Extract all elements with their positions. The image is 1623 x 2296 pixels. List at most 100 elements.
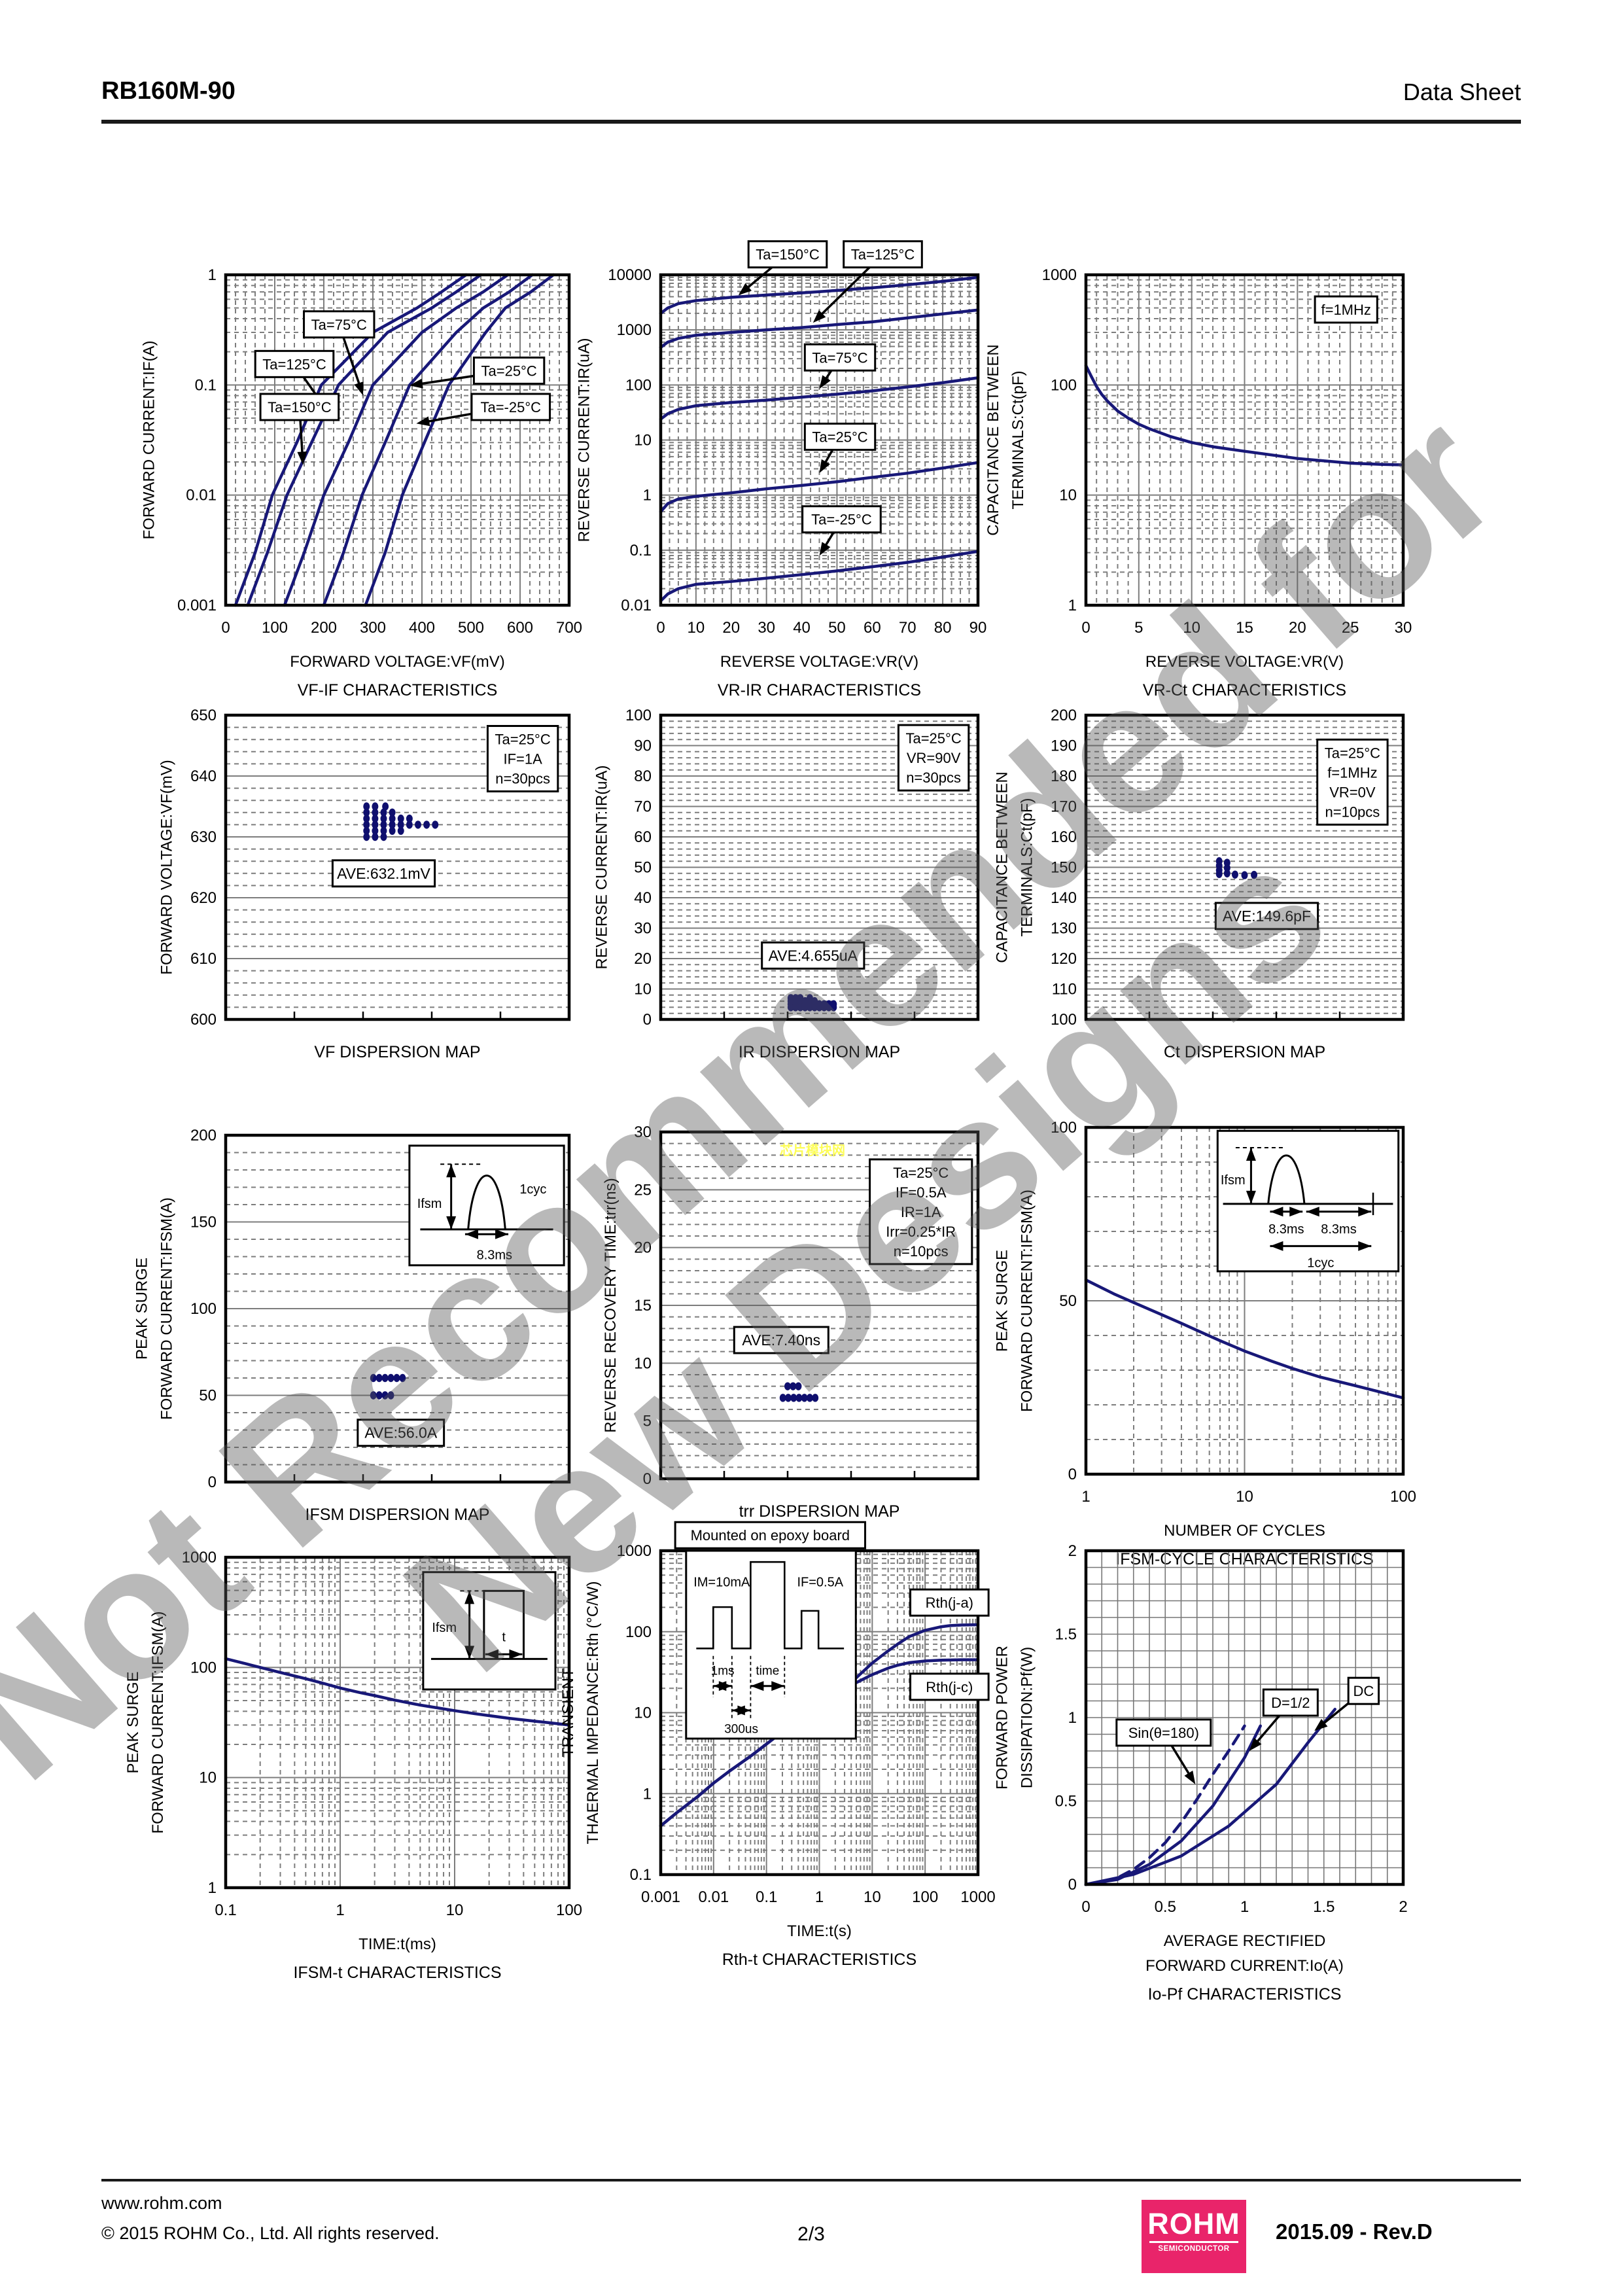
svg-text:180: 180 (1051, 768, 1077, 785)
svg-text:10: 10 (634, 981, 652, 998)
svg-text:Ta=25°C: Ta=25°C (481, 362, 537, 379)
chart-trr-disp: 0 5 10 15 20 25 30 REVERSE RECOVERY TIME:trr(ns… (510, 1073, 1024, 1652)
svg-text:10: 10 (634, 432, 652, 450)
annotation-box: AVE:149.6pF (1214, 902, 1319, 930)
grid (226, 275, 569, 605)
axis-titles: FORWARD CURRENT:IF(A) FORWARD VOLTAGE:VF(… (141, 341, 505, 699)
svg-text:30: 30 (634, 920, 652, 938)
svg-text:0.01: 0.01 (621, 597, 652, 614)
svg-text:FORWARD VOLTAGE:VF(mV): FORWARD VOLTAGE:VF(mV) (158, 760, 176, 974)
svg-text:50: 50 (634, 859, 652, 877)
svg-text:50: 50 (199, 1387, 217, 1405)
chart-rth-t: 0.001 0.01 0.1 1 10 100 1000 0.1 1 10 100 1000 TRANS… (510, 1492, 1024, 2048)
annotation-box: Ta=75°C (303, 310, 375, 396)
svg-text:VR-IR CHARACTERISTICS: VR-IR CHARACTERISTICS (718, 681, 921, 699)
svg-text:10: 10 (688, 619, 705, 637)
plot-border (224, 273, 571, 607)
svg-text:FORWARD CURRENT:IFSM(A): FORWARD CURRENT:IFSM(A) (158, 1197, 176, 1420)
svg-text:15: 15 (1236, 619, 1253, 637)
svg-text:700: 700 (556, 619, 582, 637)
svg-text:500: 500 (458, 619, 484, 637)
svg-text:110: 110 (1052, 981, 1077, 998)
svg-text:0: 0 (656, 619, 665, 637)
svg-text:90: 90 (969, 619, 987, 637)
chart-ifsm-disp: 0 50 100 150 200 PEAK SURGE FORWARD CURRENT:IF… (75, 1076, 615, 1655)
grid (1086, 1127, 1403, 1474)
svg-text:30: 30 (758, 619, 775, 637)
annotation-box: Ta=25°C (803, 422, 877, 473)
annotation-box: AVE:632.1mV (331, 859, 436, 888)
svg-text:2: 2 (1399, 1898, 1407, 1916)
svg-text:100: 100 (262, 619, 288, 637)
grid (661, 275, 978, 605)
svg-text:600: 600 (190, 1011, 217, 1029)
tick-labels: 0.1 1 10 100 1 10 100 1000 (182, 1549, 582, 1919)
svg-text:FORWARD CURRENT:IF(A): FORWARD CURRENT:IF(A) (141, 341, 158, 540)
waveform-inset: Ifsm t (422, 1571, 557, 1691)
svg-text:FORWARD POWER: FORWARD POWER (994, 1646, 1011, 1790)
svg-text:1ms: 1ms (711, 1664, 735, 1678)
svg-text:130: 130 (1051, 920, 1077, 938)
axis-titles: CAPACITANCE BETWEEN TERMINALS:Ct(pF) Ct DI… (994, 771, 1326, 1061)
chart-ifsm-cyc: 1 10 100 0 50 100 PEAK SURGE FORWARD CURRENT:IF… (935, 1069, 1449, 1648)
svg-text:Ta=25°C: Ta=25°C (893, 1165, 949, 1181)
svg-text:10: 10 (1059, 487, 1077, 504)
rohm-logo-text: ROHM (1147, 2207, 1240, 2240)
svg-text:AVE:56.0A: AVE:56.0A (364, 1424, 437, 1441)
curve-0 (659, 275, 980, 315)
svg-text:300: 300 (360, 619, 386, 637)
svg-text:1000: 1000 (1042, 266, 1077, 284)
svg-text:630: 630 (190, 828, 217, 846)
svg-text:Ta=25°C: Ta=25°C (1325, 745, 1380, 761)
chart-vf-disp: 600 610 620 630 640 650 FORWARD VOLTAGE:VF(mV)… (75, 656, 615, 1193)
svg-text:DC: DC (1353, 1683, 1374, 1699)
svg-text:IF=1A: IF=1A (503, 751, 542, 767)
chart-vr-ir: 0 10 20 30 40 50 60 70 80 90 0.01 0.1 1 10 100 1000 1000… (510, 216, 1024, 779)
annotation-box: Ta=-25°C (801, 505, 882, 556)
svg-text:f=1MHz: f=1MHz (1321, 302, 1370, 318)
svg-text:Ta=75°C: Ta=75°C (812, 349, 867, 366)
svg-text:5: 5 (643, 1413, 652, 1430)
svg-text:1: 1 (1240, 1898, 1249, 1916)
tick-labels: 0 50 100 150 200 (190, 1127, 217, 1491)
svg-text:AVE:632.1mV: AVE:632.1mV (337, 865, 430, 882)
annotation-box: Ta=-25°C (416, 393, 551, 427)
rohm-logo-subtext: SEMICONDUCTOR (1158, 2245, 1230, 2253)
svg-text:AVERAGE RECTIFIED: AVERAGE RECTIFIED (1164, 1932, 1326, 1950)
curve-4 (364, 273, 555, 607)
curve-0 (234, 273, 468, 607)
svg-text:0.1: 0.1 (215, 1901, 236, 1919)
waveform-inset: IM=10mA IF=0.5A 1ms time 300us (685, 1549, 857, 1740)
svg-text:150: 150 (190, 1214, 217, 1231)
svg-text:8.3ms: 8.3ms (1268, 1222, 1304, 1237)
svg-text:0.1: 0.1 (630, 542, 652, 559)
annotation-box: Ta=125°C (812, 240, 923, 323)
chart-io-pf: 0 0.5 1 1.5 2 0 0.5 1 1.5 2 FORWARD POWER DISSIPATI… (935, 1492, 1449, 2058)
plot-border (659, 273, 980, 607)
svg-text:Ifsm: Ifsm (432, 1621, 457, 1635)
svg-text:Ta=125°C: Ta=125°C (851, 247, 915, 263)
svg-text:FORWARD CURRENT:IFSM(A): FORWARD CURRENT:IFSM(A) (149, 1612, 167, 1834)
svg-text:1: 1 (1068, 597, 1077, 614)
svg-text:DISSIPATION:Pf(W): DISSIPATION:Pf(W) (1019, 1647, 1036, 1788)
svg-text:1000: 1000 (617, 321, 652, 339)
svg-text:CAPACITANCE BETWEEN: CAPACITANCE BETWEEN (985, 344, 1002, 535)
svg-text:400: 400 (409, 619, 435, 637)
svg-text:REVERSE RECOVERY TIME:trr(ns): REVERSE RECOVERY TIME:trr(ns) (602, 1178, 620, 1432)
svg-text:PEAK SURGE: PEAK SURGE (124, 1671, 142, 1773)
annotation-box: Ta=25°C f=1MHz VR=0V n=10pcs (1316, 738, 1389, 826)
website-text: www.rohm.com (101, 2193, 222, 2213)
svg-text:20: 20 (722, 619, 740, 637)
svg-text:20: 20 (634, 1239, 652, 1257)
svg-text:IFSM-t CHARACTERISTICS: IFSM-t CHARACTERISTICS (293, 1964, 501, 1982)
annotation-box: DC (1314, 1676, 1380, 1731)
svg-text:140: 140 (1051, 889, 1077, 907)
svg-text:20: 20 (634, 950, 652, 968)
plot-border (224, 1555, 571, 1890)
svg-text:Ifsm: Ifsm (1221, 1173, 1246, 1188)
svg-text:VF DISPERSION MAP: VF DISPERSION MAP (314, 1043, 480, 1061)
footer-rule (101, 2179, 1521, 2181)
svg-text:0: 0 (643, 1470, 652, 1488)
grid (1086, 1551, 1403, 1884)
